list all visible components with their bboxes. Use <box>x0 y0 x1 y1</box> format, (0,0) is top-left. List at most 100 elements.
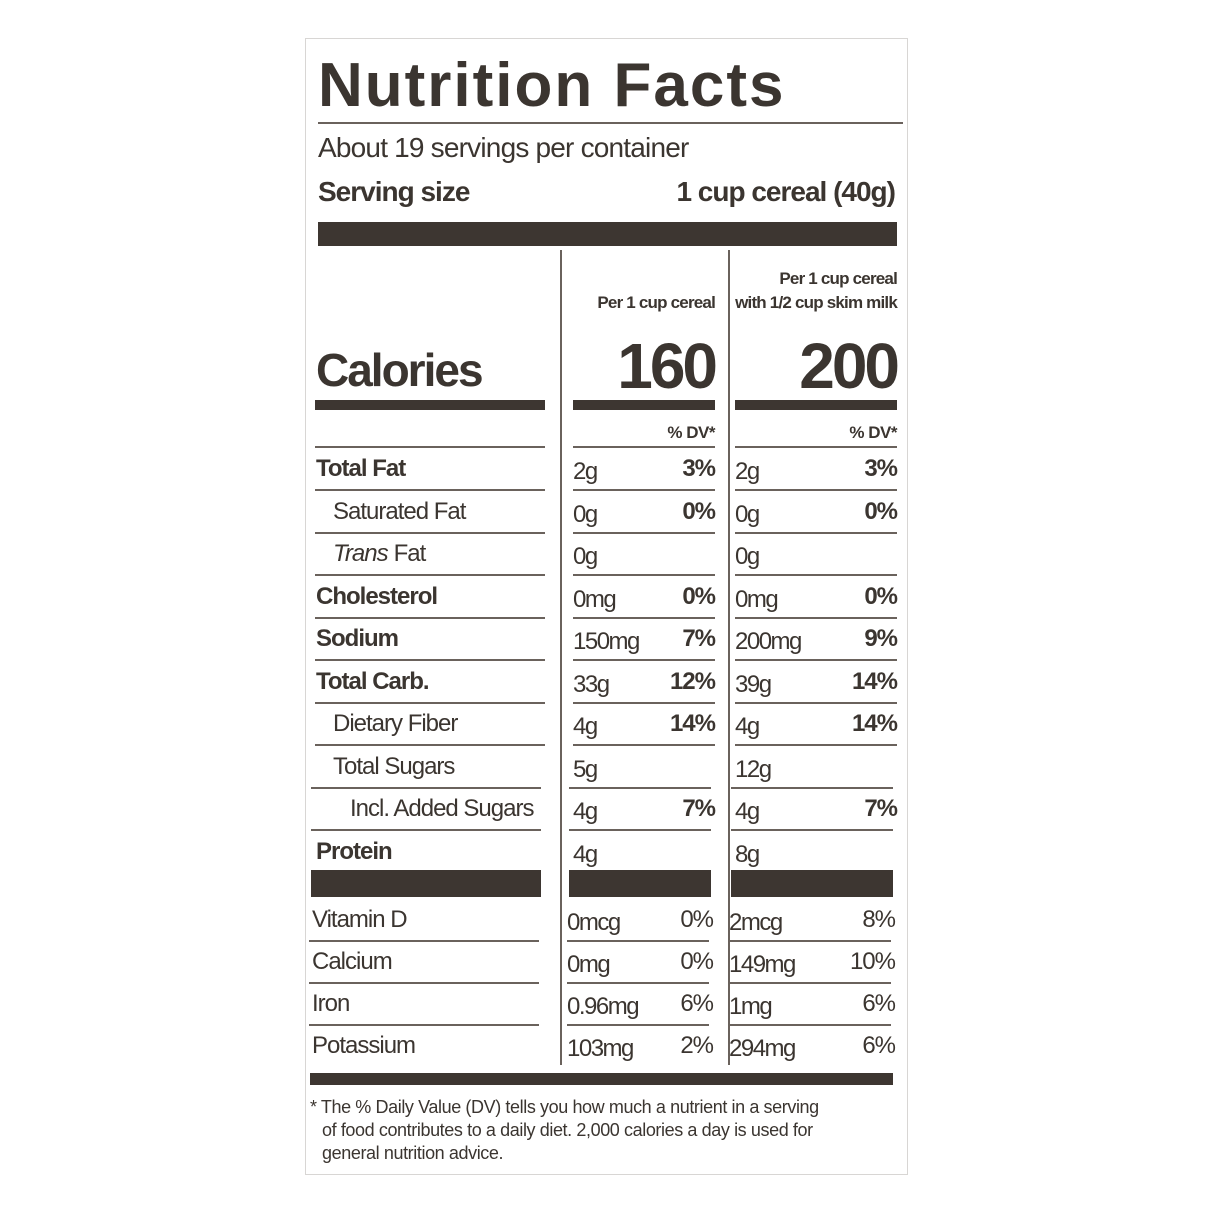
footnote: of food contributes to a daily diet. 2,0… <box>322 1120 813 1140</box>
daily-value: 0% <box>682 497 716 525</box>
amount: 2mcg <box>729 909 783 936</box>
daily-value: 0% <box>864 582 898 610</box>
amount: 200mg <box>735 628 802 655</box>
amount: 149mg <box>729 951 796 978</box>
row-label: Cholesterol <box>316 582 438 610</box>
rule-line <box>569 829 711 831</box>
row-label: Fat <box>393 540 427 567</box>
amount: 0.96mg <box>567 993 640 1020</box>
rule-line <box>729 1024 891 1026</box>
footnote: general nutrition advice. <box>322 1143 504 1163</box>
daily-value: 12% <box>669 667 716 695</box>
amount: 0g <box>573 500 598 528</box>
amount: 0mg <box>567 951 611 978</box>
amount: 0g <box>735 500 760 528</box>
rule-line <box>315 659 545 661</box>
amount: 2g <box>573 458 598 485</box>
vitamin-label: Vitamin D <box>312 906 408 933</box>
amount: 0mg <box>573 585 617 613</box>
rule-line <box>573 701 715 704</box>
amount: 0mg <box>735 585 779 613</box>
rule-bar <box>735 400 897 410</box>
rule-line <box>318 122 903 124</box>
column-divider <box>560 250 562 1065</box>
rule-line <box>735 744 897 746</box>
rule-bar <box>731 870 893 897</box>
row-label: Protein <box>316 837 393 865</box>
amount: 4g <box>735 713 760 740</box>
vitamin-label: Potassium <box>312 1032 416 1059</box>
daily-value: 7% <box>864 795 898 822</box>
daily-value: 3% <box>682 455 716 482</box>
daily-value: 6% <box>680 990 714 1017</box>
daily-value: 6% <box>862 1032 896 1059</box>
rule-line <box>735 616 897 619</box>
amount: 2g <box>735 458 760 485</box>
calories-label: Calories <box>316 344 484 396</box>
row-label: Total Carb. <box>316 667 430 695</box>
amount: 4g <box>573 798 598 825</box>
rule-line <box>315 489 545 491</box>
daily-value: 7% <box>682 795 716 822</box>
row-label: Sodium <box>316 625 399 652</box>
rule-line <box>735 574 897 576</box>
amount: 103mg <box>567 1035 634 1062</box>
serving-size-label: Serving size <box>318 176 470 207</box>
rule-line <box>573 531 715 534</box>
rule-bar <box>310 1073 893 1085</box>
servings: About 19 servings per container <box>318 132 689 163</box>
rule-line <box>315 531 545 534</box>
rule-bar <box>569 870 711 897</box>
calories-value: 200 <box>799 330 900 402</box>
daily-value: 8% <box>862 906 896 933</box>
rule-line <box>567 982 709 984</box>
daily-value: 2% <box>680 1032 714 1059</box>
column-header: Per 1 cup cereal <box>597 292 715 312</box>
row-label: Total Sugars <box>333 752 455 780</box>
rule-line <box>309 940 539 942</box>
calories-value: 160 <box>617 330 718 402</box>
title: Nutrition Facts <box>318 51 786 120</box>
daily-value: 0% <box>680 906 714 933</box>
dv-header: % DV* <box>849 422 897 442</box>
daily-value: 9% <box>864 625 898 652</box>
rule-line <box>315 744 545 746</box>
amount: 150mg <box>573 628 640 655</box>
rule-line <box>315 574 545 576</box>
rule-line <box>729 940 891 942</box>
rule-line <box>311 786 541 789</box>
amount: 39g <box>735 670 772 698</box>
amount: 294mg <box>729 1035 796 1062</box>
serving-size-value: 1 cup cereal (40g) <box>676 176 896 207</box>
rule-bar <box>311 870 541 897</box>
rule-line <box>735 446 897 448</box>
rule-line <box>735 489 897 491</box>
daily-value: 14% <box>851 710 898 737</box>
rule-line <box>315 616 545 619</box>
amount: 4g <box>735 798 760 825</box>
daily-value: 0% <box>682 582 716 610</box>
daily-value: 10% <box>849 948 896 975</box>
rule-line <box>315 701 545 704</box>
rule-line <box>573 659 715 661</box>
row-label-italic: Trans <box>333 540 389 567</box>
amount: 0g <box>735 543 760 570</box>
rule-bar <box>315 400 545 410</box>
daily-value: 6% <box>862 990 896 1017</box>
footnote: * The % Daily Value (DV) tells you how m… <box>310 1097 819 1117</box>
vitamin-label: Calcium <box>312 948 393 975</box>
amount: 0g <box>573 543 598 570</box>
rule-line <box>315 446 545 448</box>
rule-line <box>311 829 541 831</box>
rule-line <box>569 786 711 789</box>
vitamin-label: Iron <box>312 990 350 1017</box>
dv-header: % DV* <box>667 422 715 442</box>
amount: 1mg <box>729 993 773 1020</box>
rule-line <box>573 744 715 746</box>
rule-bar <box>318 222 897 246</box>
column-divider <box>728 250 730 1065</box>
row-label: Total Fat <box>316 455 406 482</box>
column-header: Per 1 cup cereal <box>779 268 897 288</box>
